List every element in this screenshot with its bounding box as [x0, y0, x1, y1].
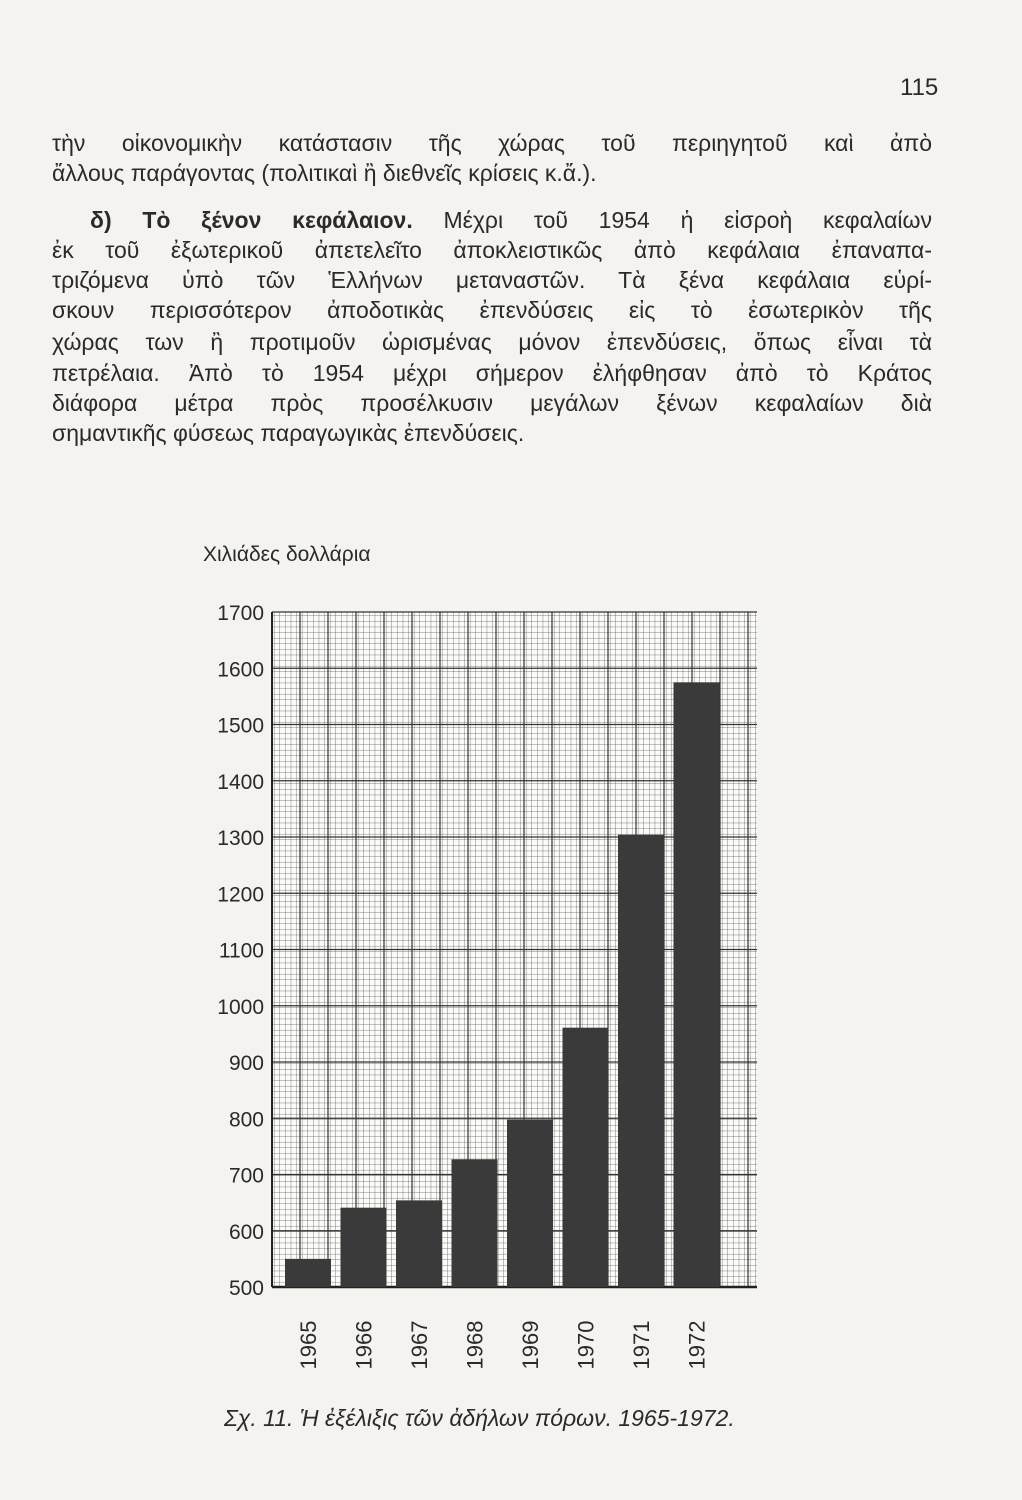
y-tick-label: 700 — [229, 1165, 264, 1188]
x-tick-label: 1970 — [574, 1321, 599, 1370]
bar-1967 — [396, 1200, 442, 1287]
bar-1969 — [507, 1119, 553, 1287]
y-tick-label: 1600 — [217, 658, 264, 681]
y-tick-label: 1000 — [217, 996, 264, 1019]
figure-caption: Σχ. 11. Ἡ ἐξέλιξις τῶν ἀδήλων πόρων. 196… — [224, 1405, 735, 1431]
x-tick-label: 1965 — [296, 1321, 321, 1370]
y-tick-label: 600 — [229, 1221, 264, 1244]
text-line: τὴν οἰκονομικὴν κατάστασιν τῆς χώρας τοῦ… — [52, 130, 932, 156]
y-tick-label: 900 — [229, 1052, 264, 1075]
bar-1971 — [618, 834, 664, 1287]
text-line: δ) Τὸ ξένον κεφάλαιον. Μέχρι τοῦ 1954 ἡ … — [90, 206, 932, 234]
text-line: πετρέλαια. Ἀπὸ τὸ 1954 μέχρι σήμερον ἐλή… — [52, 360, 932, 386]
x-tick-label: 1972 — [685, 1321, 710, 1370]
x-tick-label: 1971 — [629, 1321, 654, 1370]
bar-1968 — [451, 1159, 498, 1287]
y-ticks: 500 600 700 800 900 1000 1100 1200 1300 1400 1500 1… — [217, 602, 264, 1300]
y-tick-label: 800 — [229, 1108, 264, 1131]
y-tick-label: 1500 — [217, 715, 264, 738]
bar-1966 — [340, 1207, 387, 1287]
y-tick-label: 1300 — [217, 827, 264, 850]
text-line: χώρας των ἢ προτιμοῦν ὡρισμένας μόνον ἐπ… — [52, 329, 932, 355]
section-heading: δ) Τὸ ξένον κεφάλαιον. — [90, 207, 413, 233]
y-tick-label: 1700 — [217, 602, 264, 625]
y-tick-label: 1400 — [217, 771, 264, 794]
text-line: τριζόμενα ὑπὸ τῶν Ἑλλήνων μεταναστῶν. Τὰ… — [52, 267, 932, 293]
bar-1972 — [673, 682, 720, 1287]
x-tick-label: 1969 — [518, 1321, 543, 1370]
x-tick-label: 1967 — [407, 1321, 432, 1370]
y-tick-label: 1100 — [219, 940, 264, 963]
text-line: διάφορα μέτρα πρὸς προσέλκυσιν μεγάλων ξ… — [52, 390, 932, 416]
page-number: 115 — [900, 74, 939, 101]
y-tick-label: 500 — [229, 1277, 264, 1300]
x-tick-label: 1966 — [352, 1321, 377, 1370]
x-tick-label: 1968 — [463, 1321, 488, 1370]
text-line: ἐκ τοῦ ἐξωτερικοῦ ἀπετελεῖτο ἀποκλειστικ… — [52, 237, 932, 263]
text-segment: Μέχρι τοῦ 1954 ἡ εἰσροὴ κεφαλαίων — [443, 207, 932, 233]
text-line: σημαντικῆς φύσεως παραγωγικὰς ἐπενδύσεις… — [52, 420, 525, 446]
x-ticks: 1965 1966 1967 1968 1969 1970 1971 1972 — [296, 1321, 710, 1370]
y-tick-label: 1200 — [217, 883, 264, 906]
text-line: ἄλλους παράγοντας (πολιτικαὶ ἢ διεθνεῖς … — [52, 160, 597, 186]
bar-1970 — [562, 1027, 609, 1287]
bar-1965 — [285, 1258, 331, 1287]
text-line: σκουν περισσότερον ἀποδοτικὰς ἐπενδύσεις… — [52, 297, 932, 323]
y-axis-label: Χιλιάδες δολλάρια — [203, 543, 371, 566]
bars — [285, 682, 720, 1287]
